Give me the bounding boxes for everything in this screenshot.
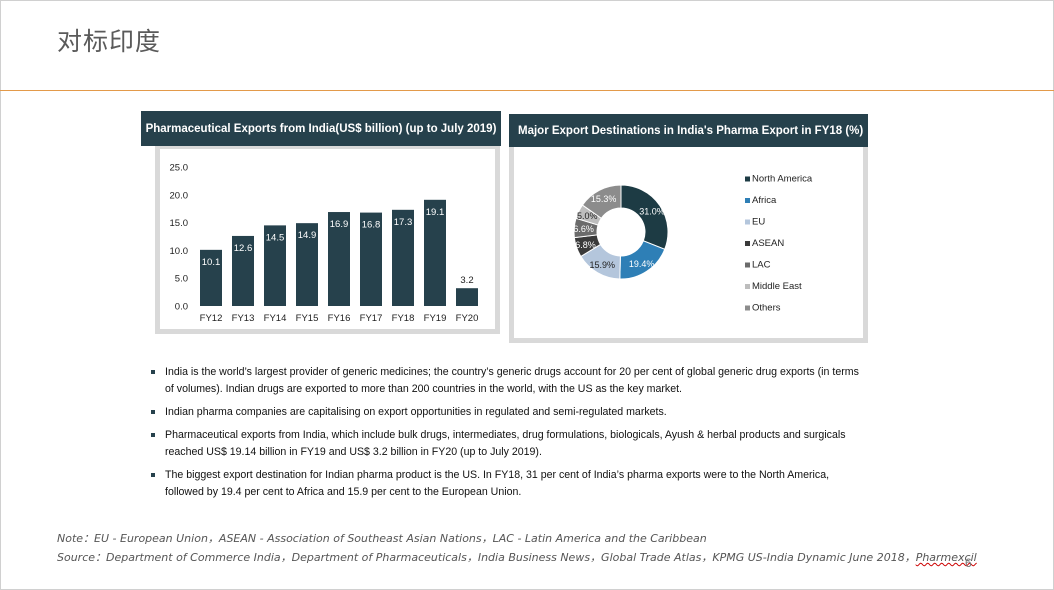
donut-chart: 31.0% 19.4% 15.9% 6.8% 6.6% 5.0% 15.3% North Am… [573,174,813,314]
bar-value-label: 17.3 [394,217,413,228]
footnote: Note：EU - European Union，ASEAN - Associa… [57,532,707,545]
bar-value-label: 12.6 [234,243,253,254]
donut-slice [581,184,622,219]
donut-chart-title: Major Export Destinations in India's Pha… [509,114,868,147]
bar-value-label: 14.5 [266,232,285,243]
x-tick-label: FY20 [456,313,479,324]
bar [424,199,446,306]
x-tick-label: FY12 [200,313,223,324]
legend-swatch [745,241,750,246]
y-tick-label: 25.0 [170,163,189,174]
bar [360,212,382,306]
legend-label: Middle East [752,281,802,292]
source-last: Pharmexcil [915,551,977,564]
bar [296,223,318,306]
bullet-item: India is the world’s largest provider of… [148,364,868,398]
bar-chart-title: Pharmaceutical Exports from India(US$ bi… [141,111,501,146]
bar [328,212,350,306]
slice-label: 19.4% [629,259,655,269]
bar [200,249,222,306]
y-tick-label: 20.0 [170,190,189,201]
legend-swatch [745,198,750,203]
legend-label: Others [752,303,781,314]
x-tick-label: FY14 [264,313,287,324]
y-tick-label: 0.0 [175,302,188,313]
x-tick-label: FY15 [296,313,319,324]
bar-value-label: 19.1 [426,207,445,218]
legend-swatch [745,262,750,268]
slice-label: 15.9% [589,260,615,270]
page-number: 6 [965,556,972,570]
legend-swatch [745,219,750,225]
slice-label: 5.0% [577,211,598,221]
bullet-item: Indian pharma companies are capitalising… [148,404,868,421]
legend-label: LAC [752,260,771,271]
slice-label: 31.0% [639,206,665,216]
x-tick-label: FY16 [328,313,351,324]
legend-label: North America [752,174,813,185]
x-tick-label: FY18 [392,313,415,324]
legend-swatch [745,176,750,182]
bullet-list: India is the world’s largest provider of… [148,364,868,507]
bullet-item: The biggest export destination for India… [148,467,868,501]
bar [232,235,254,306]
bar [392,209,414,306]
source-text: Source：Department of Commerce India，Depa… [57,551,916,564]
legend-label: EU [752,217,765,228]
y-tick-label: 5.0 [175,274,188,285]
bar [264,225,286,306]
bar-value-label: 16.8 [362,220,381,231]
source-note: Source：Department of Commerce India，Depa… [57,549,977,565]
y-tick-label: 15.0 [170,218,189,229]
legend-label: Africa [752,195,777,206]
legend-swatch [745,284,750,289]
donut-slice [620,184,669,250]
bar-value-label: 3.2 [460,275,473,286]
bullet-item: Pharmaceutical exports from India, which… [148,427,868,461]
x-tick-label: FY19 [424,313,447,324]
slice-label: 6.8% [575,240,596,250]
x-tick-label: FY17 [360,313,383,324]
donut-chart-panel [514,147,863,338]
slice-label: 6.6% [573,224,594,234]
bar-value-label: 14.9 [298,230,317,241]
legend-swatch [745,305,750,311]
bar-chart: 0.0 5.0 10.0 15.0 20.0 25.0 10.1 FY12 12.6 FY13 14… [170,163,479,325]
bar-value-label: 10.1 [202,257,221,268]
x-tick-label: FY13 [232,313,255,324]
bar [456,288,478,306]
slice-label: 15.3% [591,194,617,204]
legend-label: ASEAN [752,238,784,249]
y-tick-label: 10.0 [170,246,189,257]
bar-value-label: 16.9 [330,219,349,230]
slide-title: 对标印度 [57,27,162,56]
title-divider [0,90,1054,91]
